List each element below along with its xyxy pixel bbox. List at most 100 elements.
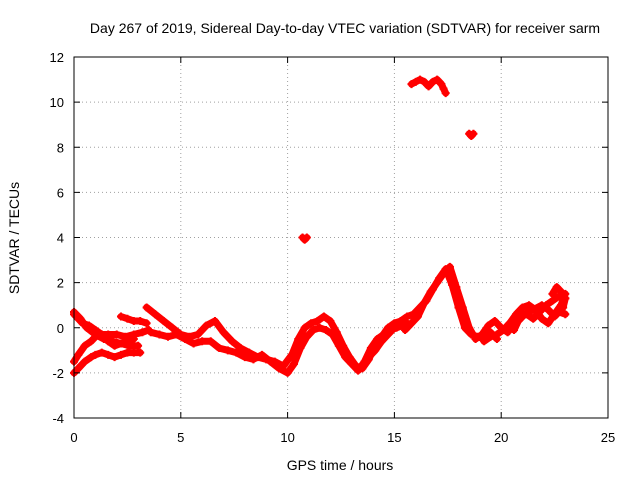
x-tick-label: 20 [494,430,508,445]
data-point [74,350,83,359]
data-point [341,353,350,362]
data-point [480,337,489,346]
data-point [383,330,392,339]
series-track-m [407,75,450,98]
data-point [548,296,557,305]
grid [74,57,608,418]
data-point [202,321,211,330]
data-point [232,348,241,357]
data-point [283,368,292,377]
data-point [557,287,566,296]
data-point [433,75,442,84]
data-point [123,314,132,323]
data-point [172,330,181,339]
data-point [334,341,343,350]
data-point [471,335,480,344]
y-tick-label: -2 [52,366,64,381]
data-point [181,335,190,344]
data-point [439,269,448,278]
data-point [87,337,96,346]
data-point [116,312,125,321]
series-track-o [298,233,311,244]
data-point [80,357,89,366]
chart-title: Day 267 of 2019, Sidereal Day-to-day VTE… [90,20,600,36]
data-point [159,316,168,325]
data-point [396,316,405,325]
data-point [561,310,570,319]
data-point [134,341,143,350]
data-point [210,316,219,325]
y-tick-label: 8 [57,140,64,155]
data-point [544,319,553,328]
data-point [559,303,568,312]
data-point [302,332,311,341]
data-point [112,330,121,339]
y-tick-label: 2 [57,276,64,291]
x-tick-label: 10 [280,430,294,445]
data-point [520,310,529,319]
data-point [477,330,486,339]
data-point [486,332,495,341]
data-point [307,319,316,328]
x-axis-label: GPS time / hours [287,457,394,473]
data-point [445,262,454,271]
data-point [129,335,138,344]
data-point [257,350,266,359]
data-point [552,283,561,292]
data-point [537,314,546,323]
x-tick-label: 0 [70,430,77,445]
data-point [168,323,177,332]
data-point [354,366,363,375]
data-point [313,316,322,325]
data-point [91,330,100,339]
axis-ticks [73,56,609,419]
data-point [300,323,309,332]
series-track-g [146,321,407,377]
data-point [524,301,533,310]
data-point [266,357,275,366]
series-band [365,265,501,361]
data-point [294,335,303,344]
data-point [548,289,557,298]
data-point [74,364,83,373]
data-point [413,312,422,321]
data-point [138,328,147,337]
data-point [437,80,446,89]
data-point [163,332,172,341]
data-point [155,330,164,339]
x-tick-labels: 0 5 10 15 20 25 [70,430,615,445]
data-point [537,301,546,310]
data-point [296,344,305,353]
data-point [550,312,559,321]
x-tick-label: 15 [387,430,401,445]
data-point [290,359,299,368]
data-point [544,305,553,314]
data-point [99,335,108,344]
data-point [104,350,113,359]
data-point [428,77,437,86]
data-point [561,294,570,303]
series-band [408,76,450,97]
data-point [142,319,151,328]
data-point [420,77,429,86]
data-point [116,339,125,348]
y-tick-labels: -4 -2 0 2 4 6 8 10 12 [50,50,64,426]
data-point [484,321,493,330]
data-point [108,337,117,346]
data-point [326,316,335,325]
data-point [514,316,523,325]
data-point [91,350,100,359]
y-tick-label: 10 [50,95,64,110]
data-point [433,278,442,287]
data-point [420,298,429,307]
data-point [401,326,410,335]
data-point [411,77,420,86]
y-tick-label: 0 [57,321,64,336]
data-point [219,328,228,337]
data-point [390,323,399,332]
data-point [302,233,311,242]
data-point [492,330,501,339]
data-point [518,303,527,312]
data-point [76,314,85,323]
